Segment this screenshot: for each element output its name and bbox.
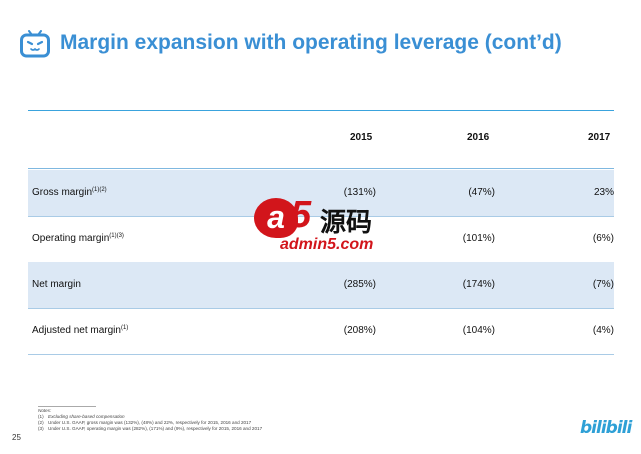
table-row-adjusted-net-margin: Adjusted net margin(1) (208%) (104%) (4%… [28,308,614,355]
value-2015: (285%) [343,279,376,290]
table-row-net-margin: Net margin (285%) (174%) (7%) [28,262,614,309]
value-2017: (4%) [592,325,614,336]
row-label: Adjusted net margin(1) [32,325,129,336]
notes-title: Notes: [38,408,52,413]
column-header-2017: 2017 [588,132,611,143]
footnote-item: (2) Under U.S. GAAP, gross margin was (13… [38,420,252,425]
column-header-2016: 2016 [467,132,490,143]
page-title: Margin expansion with operating leverage… [60,31,562,54]
row-divider [28,354,614,355]
row-label: Net margin [32,279,81,290]
table-top-rule [28,110,614,111]
watermark-url: admin5.com [280,236,374,253]
value-2016: (47%) [468,187,495,198]
column-header-2015: 2015 [350,132,373,143]
bilibili-tv-logo-icon [20,30,50,58]
row-divider [28,308,614,309]
watermark-a-glyph: a [254,198,298,238]
admin5-watermark: a 5 源码 admin5.com [248,194,392,256]
page-number: 25 [12,433,21,442]
table-row-gross-margin: Gross margin(1)(2) (131%) (47%) 23% [28,170,614,217]
value-2017: 23% [593,187,614,198]
value-2016: (104%) [462,325,495,336]
value-2015: (208%) [343,325,376,336]
row-label: Operating margin(1)(3) [32,233,124,244]
watermark-chinese-text: 源码 [320,208,373,238]
value-2016: (101%) [462,233,495,244]
notes-rule [38,406,96,407]
bilibili-brand-logo: bilibili [580,418,632,438]
value-2017: (6%) [592,233,614,244]
value-2016: (174%) [462,279,495,290]
row-divider [28,216,614,217]
footnotes: Notes: (1) Excluding share-based compensa… [38,408,262,432]
footnote-item: (1) Excluding share-based compensation [38,414,125,419]
watermark-5-glyph: 5 [290,194,312,236]
value-2017: (7%) [592,279,614,290]
row-label: Gross margin(1)(2) [32,187,107,198]
footnote-item: (3) Under U.S. GAAP, operating margin was… [38,426,263,431]
value-2015: (131%) [343,187,376,198]
header-rule [28,168,614,169]
